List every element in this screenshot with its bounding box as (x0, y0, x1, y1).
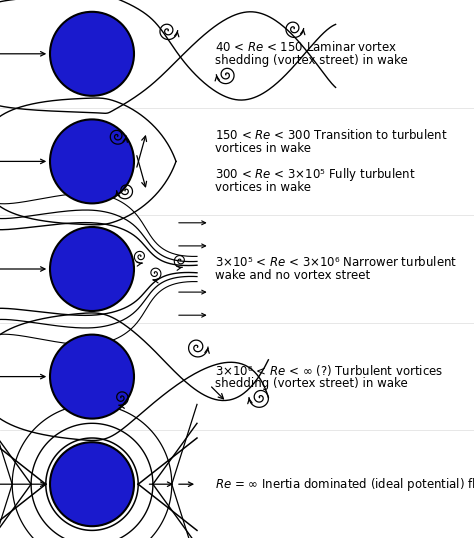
Text: 3×10⁶ < $\mathit{Re}$ < ∞ (?) Turbulent vortices: 3×10⁶ < $\mathit{Re}$ < ∞ (?) Turbulent … (215, 363, 443, 378)
Text: 150 < $\mathit{Re}$ < 300 Transition to turbulent: 150 < $\mathit{Re}$ < 300 Transition to … (215, 129, 447, 143)
Circle shape (50, 119, 134, 203)
Text: $\mathit{Re}$ = ∞ Inertia dominated (ideal potential) flow: $\mathit{Re}$ = ∞ Inertia dominated (ide… (215, 476, 474, 493)
Circle shape (50, 335, 134, 419)
Text: vortices in wake: vortices in wake (215, 181, 311, 194)
Text: vortices in wake: vortices in wake (215, 142, 311, 155)
Text: 300 < $\mathit{Re}$ < 3×10⁵ Fully turbulent: 300 < $\mathit{Re}$ < 3×10⁵ Fully turbul… (215, 166, 416, 183)
Text: 3×10⁵ < $\mathit{Re}$ < 3×10⁶ Narrower turbulent: 3×10⁵ < $\mathit{Re}$ < 3×10⁶ Narrower t… (215, 256, 457, 270)
Text: wake and no vortex street: wake and no vortex street (215, 269, 370, 282)
Circle shape (50, 442, 134, 526)
Text: shedding (vortex street) in wake: shedding (vortex street) in wake (215, 377, 408, 390)
Circle shape (50, 227, 134, 311)
Circle shape (50, 12, 134, 96)
Text: shedding (vortex street) in wake: shedding (vortex street) in wake (215, 54, 408, 67)
Text: 40 < $\mathit{Re}$ < 150 Laminar vortex: 40 < $\mathit{Re}$ < 150 Laminar vortex (215, 40, 397, 54)
